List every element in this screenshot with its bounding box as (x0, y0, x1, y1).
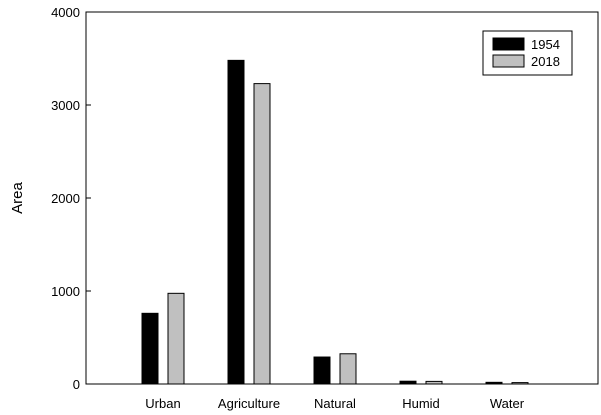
bar-1954-natural (313, 356, 331, 385)
y-tick-label: 3000 (51, 98, 80, 113)
x-tick-label: Agriculture (218, 396, 280, 411)
x-tick-label: Natural (314, 396, 356, 411)
bars-layer (141, 59, 529, 385)
x-tick-label: Water (490, 396, 525, 411)
y-tick-label: 0 (73, 377, 80, 392)
y-tick-label: 1000 (51, 284, 80, 299)
legend-label: 1954 (531, 37, 560, 52)
y-axis-label: Area (9, 182, 26, 214)
bar-1954-urban (141, 312, 159, 385)
legend: 1954 2018 (482, 30, 573, 76)
legend-label: 2018 (531, 54, 560, 69)
y-tick-label: 4000 (51, 5, 80, 20)
legend-swatch-1954 (492, 37, 525, 51)
bar-2018-natural (339, 353, 357, 385)
y-axis: 0 1000 2000 3000 4000 (51, 5, 91, 392)
bar-2018-urban (167, 292, 185, 385)
x-tick-label: Urban (145, 396, 180, 411)
legend-swatch-2018 (492, 54, 525, 68)
bar-1954-agriculture (227, 59, 245, 385)
x-axis: Urban Agriculture Natural Humid Water (145, 396, 524, 411)
bar-2018-agriculture (253, 83, 271, 385)
y-tick-label: 2000 (51, 191, 80, 206)
x-tick-label: Humid (402, 396, 440, 411)
